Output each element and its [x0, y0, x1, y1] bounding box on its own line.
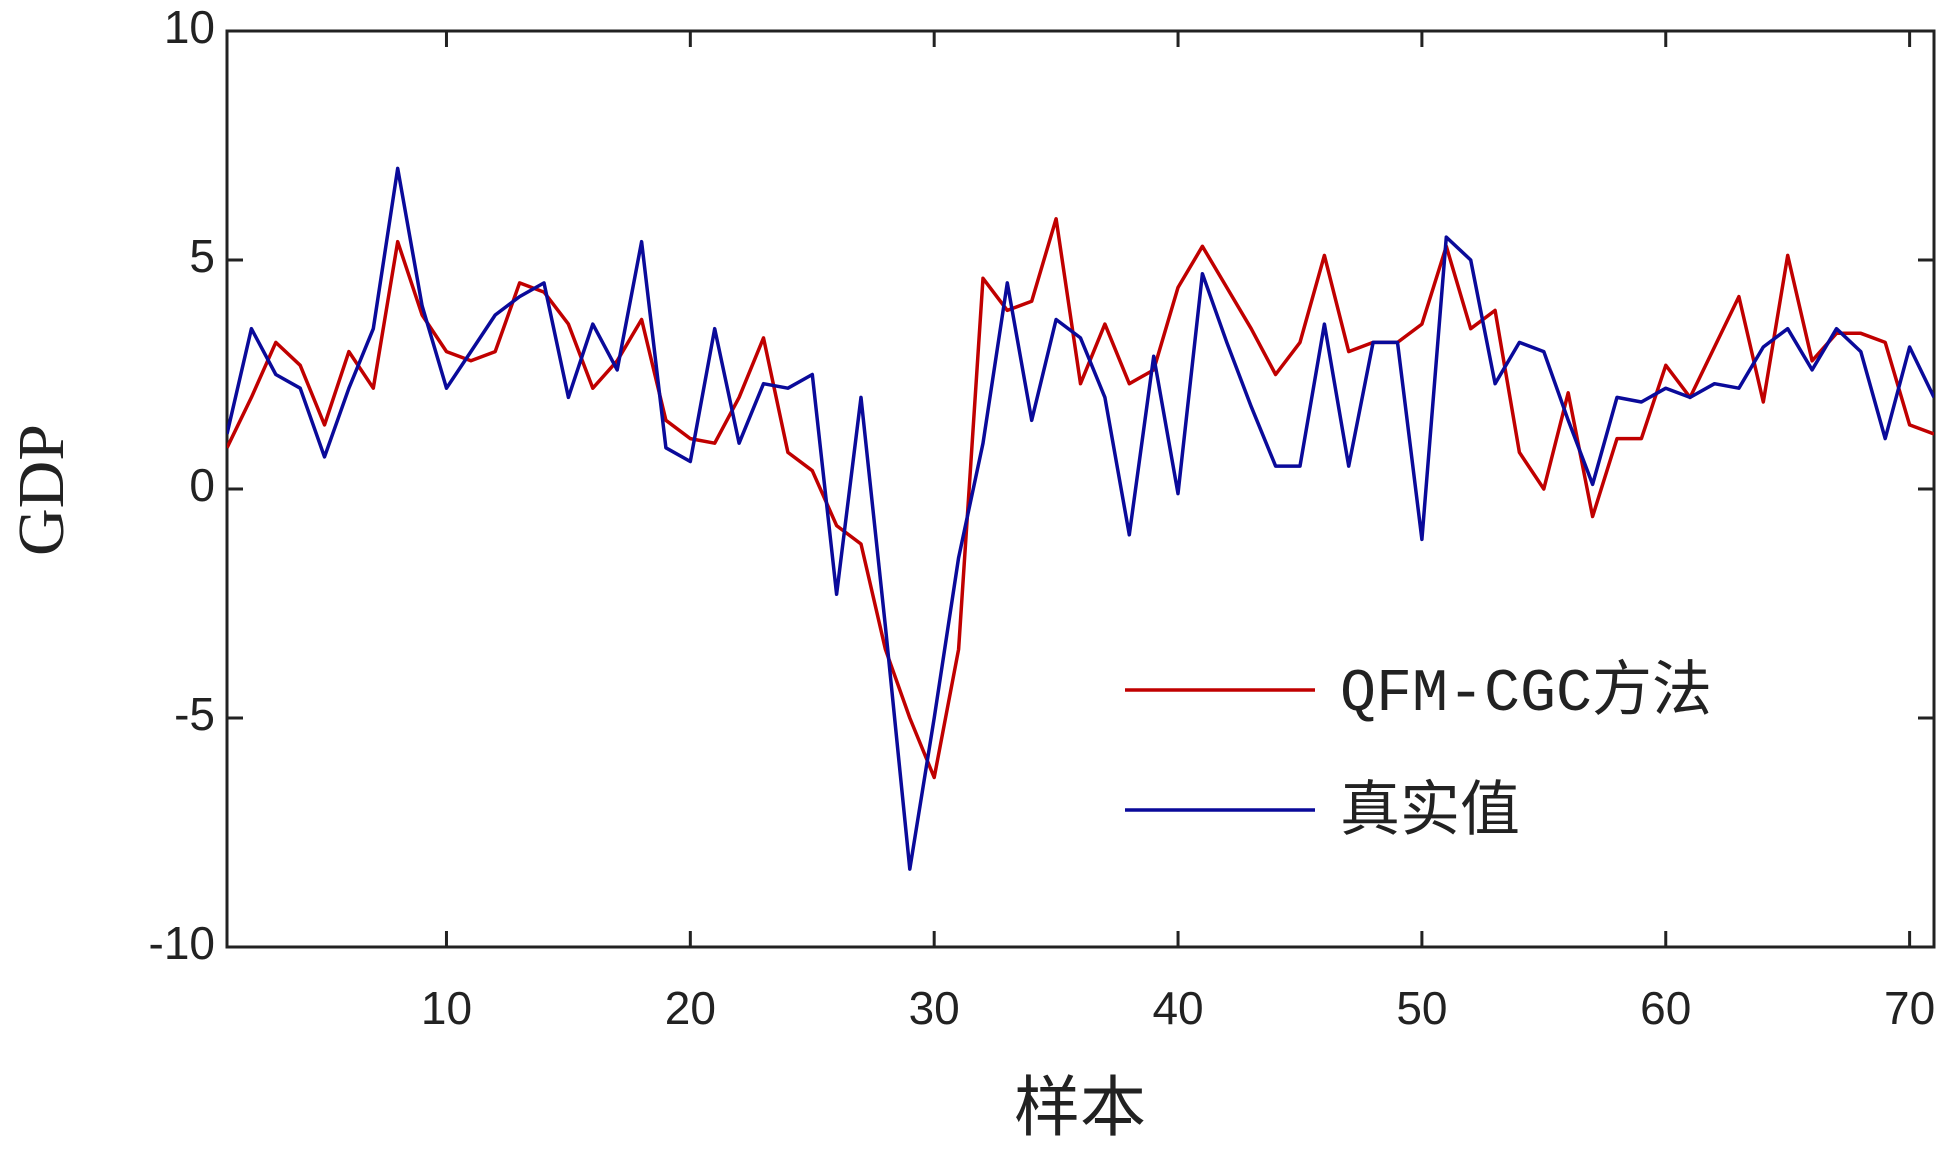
x-axis-label: 样本 — [1014, 1072, 1146, 1145]
plot-frame — [225, 29, 1936, 949]
x-tick-label: 30 — [909, 982, 960, 1034]
x-tick-label: 50 — [1396, 982, 1447, 1034]
x-tick-label: 70 — [1884, 982, 1935, 1034]
data-line — [227, 217, 1934, 780]
y-tick-label: 10 — [164, 1, 215, 53]
y-tick-label: -5 — [174, 688, 215, 740]
x-tick-label: 20 — [665, 982, 716, 1034]
x-tick-label: 10 — [421, 982, 472, 1034]
legend-label: 真实值 — [1340, 778, 1520, 849]
y-tick-label: -10 — [149, 917, 215, 969]
y-tick-label: 5 — [189, 230, 215, 282]
y-tick-label: 0 — [189, 459, 215, 511]
y-axis-label: GDP — [5, 424, 78, 556]
x-tick-label: 60 — [1640, 982, 1691, 1034]
data-line — [227, 166, 1934, 871]
legend-label: QFM-CGC方法 — [1340, 658, 1712, 729]
x-tick-label: 40 — [1152, 982, 1203, 1034]
